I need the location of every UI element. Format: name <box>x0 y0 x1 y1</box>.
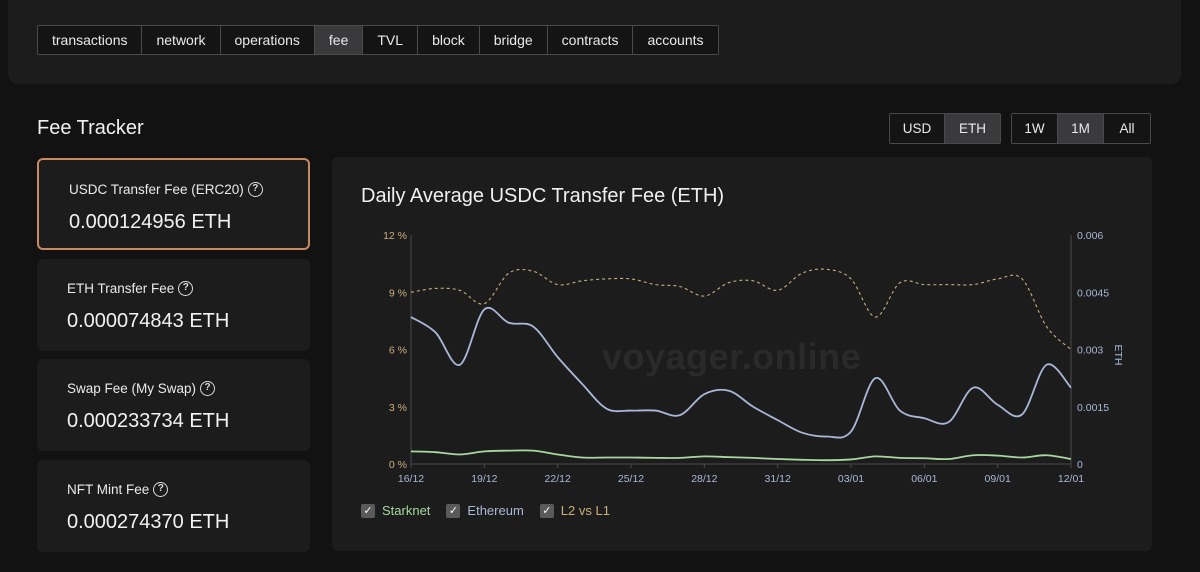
range-toggle: 1W 1M All <box>1011 113 1151 144</box>
fee-card-eth[interactable]: ETH Transfer Fee ? 0.000074843 ETH <box>37 259 310 351</box>
tab-bridge[interactable]: bridge <box>479 26 548 54</box>
range-1m-button[interactable]: 1M <box>1058 114 1104 143</box>
section-title: Fee Tracker <box>37 117 144 139</box>
fee-card-label-text: Swap Fee (My Swap) <box>67 381 197 396</box>
checkbox-icon[interactable]: ✓ <box>446 503 461 518</box>
x-tick-label: 28/12 <box>691 473 717 485</box>
x-tick-label: 25/12 <box>618 473 644 485</box>
y-right-axis-title: ETH <box>1112 345 1124 366</box>
y-left-tick-label: 6 % <box>389 345 407 357</box>
legend-item-ethereum[interactable]: ✓ Ethereum <box>446 503 524 518</box>
y-left-tick-label: 0 % <box>389 459 407 471</box>
watermark: voyager.online <box>602 336 862 377</box>
tab-network[interactable]: network <box>142 26 221 54</box>
fee-card-label: ETH Transfer Fee ? <box>67 281 194 296</box>
y-right-tick-label: 0.0045 <box>1077 287 1109 299</box>
fee-card-usdc[interactable]: USDC Transfer Fee (ERC20) ? 0.000124956 … <box>37 158 310 250</box>
y-right-tick-label: 0.006 <box>1077 230 1103 242</box>
x-tick-label: 16/12 <box>398 473 424 485</box>
tab-contracts[interactable]: contracts <box>547 26 634 54</box>
range-all-button[interactable]: All <box>1104 114 1150 143</box>
legend-label: Ethereum <box>467 503 524 518</box>
help-icon[interactable]: ? <box>247 182 263 197</box>
currency-eth-button[interactable]: ETH <box>945 114 1000 143</box>
fee-card-value: 0.000274370 ETH <box>67 511 230 533</box>
range-1w-button[interactable]: 1W <box>1012 114 1058 143</box>
help-icon[interactable]: ? <box>153 482 169 497</box>
x-tick-label: 19/12 <box>471 473 497 485</box>
chart-card: Daily Average USDC Transfer Fee (ETH) vo… <box>332 157 1152 551</box>
x-tick-label: 12/01 <box>1058 473 1084 485</box>
x-tick-label: 31/12 <box>765 473 791 485</box>
fee-chart: 0 % 3 % 6 % 9 % 12 % 0 0.0015 0.003 0.0045 0.006 E… <box>383 230 1124 485</box>
help-icon[interactable]: ? <box>178 281 194 296</box>
checkbox-icon[interactable]: ✓ <box>361 503 375 518</box>
y-left-tick-label: 12 % <box>383 230 407 242</box>
series-line-starknet <box>410 449 1072 462</box>
x-tick-label: 03/01 <box>838 473 864 485</box>
legend-label: L2 vs L1 <box>560 503 610 518</box>
fee-card-label-text: ETH Transfer Fee <box>67 281 175 296</box>
tab-block[interactable]: block <box>418 26 480 54</box>
tab-operations[interactable]: operations <box>220 26 315 54</box>
fee-card-label: Swap Fee (My Swap) ? <box>67 381 216 396</box>
legend-item-starknet[interactable]: ✓ Starknet <box>361 503 430 518</box>
help-icon[interactable]: ? <box>200 381 216 396</box>
legend-label: Starknet <box>382 503 431 518</box>
currency-toggle: USD ETH <box>889 113 1001 144</box>
tab-tvl[interactable]: TVL <box>363 26 419 54</box>
y-left-tick-label: 3 % <box>389 402 407 414</box>
fee-card-nft[interactable]: NFT Mint Fee ? 0.000274370 ETH <box>37 460 310 552</box>
tab-transactions[interactable]: transactions <box>38 26 143 54</box>
legend-item-l2-vs-l1[interactable]: ✓ L2 vs L1 <box>539 503 610 518</box>
chart-title: Daily Average USDC Transfer Fee (ETH) <box>361 185 725 207</box>
fee-card-value: 0.000124956 ETH <box>69 211 232 233</box>
fee-card-label: USDC Transfer Fee (ERC20) ? <box>69 182 263 197</box>
tab-accounts[interactable]: accounts <box>633 26 718 54</box>
tab-fee[interactable]: fee <box>314 26 364 54</box>
fee-card-value: 0.000074843 ETH <box>67 310 230 332</box>
y-right-tick-label: 0.0015 <box>1077 402 1109 414</box>
x-tick-label: 22/12 <box>545 473 571 485</box>
fee-card-label: NFT Mint Fee ? <box>67 482 169 497</box>
y-right-tick-label: 0.003 <box>1077 345 1103 357</box>
x-tick-label: 09/01 <box>985 473 1011 485</box>
chart-legend: ✓ Starknet ✓ Ethereum ✓ L2 vs L1 <box>361 503 610 518</box>
x-tick-label: 06/01 <box>911 473 937 485</box>
fee-card-swap[interactable]: Swap Fee (My Swap) ? 0.000233734 ETH <box>37 359 310 451</box>
fee-card-label-text: USDC Transfer Fee (ERC20) <box>69 182 244 197</box>
y-right-tick-label: 0 <box>1077 459 1083 471</box>
series-line-ethereum <box>410 306 1072 439</box>
series-line-l2-vs-l1 <box>410 268 1072 350</box>
metric-tabs: transactions network operations fee TVL block… <box>37 25 719 55</box>
fee-card-label-text: NFT Mint Fee <box>67 482 150 497</box>
currency-usd-button[interactable]: USD <box>890 114 945 143</box>
fee-card-value: 0.000233734 ETH <box>67 410 230 432</box>
checkbox-icon[interactable]: ✓ <box>539 503 554 518</box>
y-left-tick-label: 9 % <box>389 287 407 299</box>
